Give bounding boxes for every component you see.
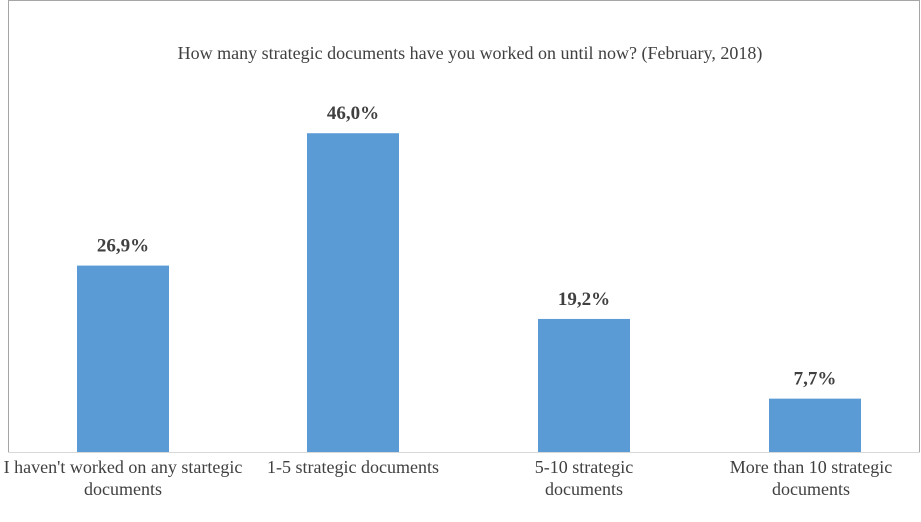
- bar: [307, 133, 399, 452]
- x-tick-label: I haven't worked on any startegic docume…: [3, 457, 243, 499]
- data-label: 19,2%: [558, 289, 610, 310]
- bar: [77, 265, 169, 452]
- data-label: 46,0%: [327, 103, 379, 124]
- bar: [769, 398, 861, 452]
- bar: [538, 318, 630, 452]
- x-tick-label: 1-5 strategic documents: [267, 457, 439, 477]
- data-label: 7,7%: [794, 369, 837, 390]
- x-tick-label: 5-10 strategic documents: [534, 457, 634, 499]
- data-label: 26,9%: [97, 236, 149, 257]
- x-tick-label: More than 10 strategic documents: [729, 457, 893, 499]
- chart-title: How many strategic documents have you wo…: [178, 43, 763, 64]
